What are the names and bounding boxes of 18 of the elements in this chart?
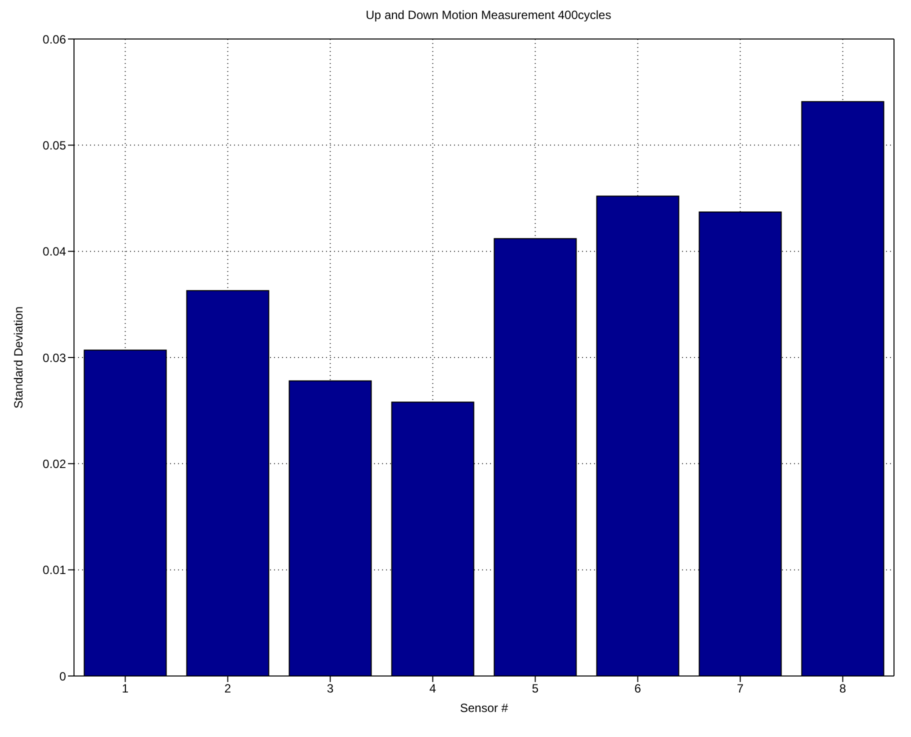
y-tick-label: 0 [59, 669, 66, 684]
chart-title: Up and Down Motion Measurement 400cycles [364, 8, 612, 24]
x-tick-label: 3 [326, 682, 334, 696]
y-tick-label: 0.01 [42, 563, 66, 578]
y-tick-label: 0.06 [42, 32, 66, 46]
x-tick-label: 8 [839, 682, 846, 696]
y-tick-label: 0.03 [42, 350, 66, 365]
y-axis-title: Standard Deviation [11, 306, 26, 409]
x-tick-label: 1 [122, 682, 129, 696]
y-tick-label: 0.04 [42, 244, 66, 259]
x-tick-label: 5 [532, 682, 539, 696]
y-tick-label: 0.05 [42, 138, 66, 152]
x-tick-label: 2 [224, 682, 232, 696]
x-tick-label: 4 [429, 682, 436, 696]
x-tick-label: 6 [634, 682, 642, 696]
y-tick-label: 0.02 [42, 456, 66, 471]
x-axis-title: Sensor # [460, 701, 508, 715]
x-tick-label: 7 [736, 682, 744, 696]
